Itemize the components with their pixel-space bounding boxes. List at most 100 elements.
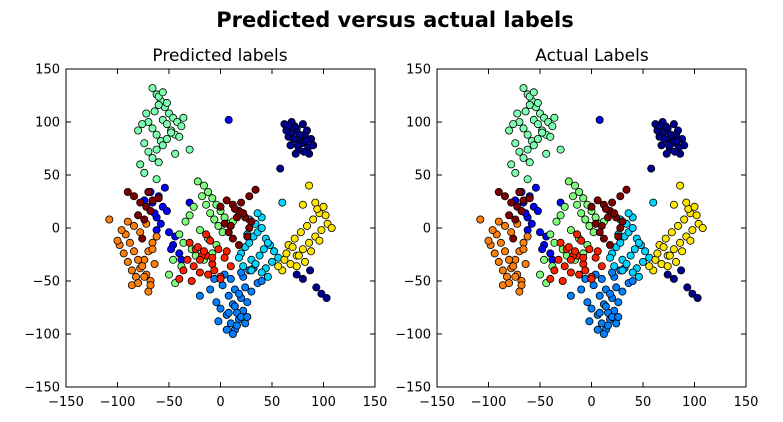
scatter-point (599, 329, 608, 338)
scatter-point (144, 287, 153, 296)
actual-labels-panel: Actual Labels −150 −100 −50 0 50 100 150−150−1… (395, 46, 758, 410)
scatter-point (622, 259, 631, 268)
scatter-point (144, 147, 153, 156)
scatter-point (690, 202, 699, 211)
scatter-point (670, 147, 679, 156)
scatter-point (513, 109, 522, 118)
scatter-point (154, 158, 163, 167)
scatter-point (301, 137, 310, 146)
scatter-point (548, 122, 557, 131)
scatter-point (550, 266, 559, 275)
scatter-point (193, 177, 202, 186)
scatter-point (152, 130, 161, 139)
y-tick-label: −150 (395, 381, 431, 396)
scatter-point (552, 217, 561, 226)
predicted-points (105, 84, 336, 338)
scatter-point (628, 223, 637, 232)
y-tick-label: 50 (43, 169, 60, 184)
scatter-point (123, 217, 132, 226)
scatter-point (606, 253, 615, 262)
scatter-point (560, 262, 569, 271)
scatter-point (140, 215, 149, 224)
scatter-point (666, 130, 675, 139)
scatter-point (585, 317, 594, 326)
scatter-point (292, 270, 301, 279)
scatter-point (228, 329, 237, 338)
scatter-point (199, 247, 208, 256)
scatter-point (505, 279, 514, 288)
scatter-point (175, 274, 184, 283)
scatter-point (682, 198, 691, 207)
scatter-point (199, 181, 208, 190)
x-tick-label: −100 (100, 395, 136, 410)
scatter-point (669, 200, 678, 209)
scatter-point (515, 187, 524, 196)
scatter-point (270, 247, 279, 256)
scatter-point (624, 209, 633, 218)
scatter-point (659, 243, 668, 252)
scatter-point (241, 283, 250, 292)
scatter-point (257, 223, 266, 232)
y-tick-label: 0 (52, 222, 60, 237)
scatter-point (204, 187, 213, 196)
scatter-point (581, 215, 590, 224)
scatter-point (569, 192, 578, 201)
scatter-point (226, 274, 235, 283)
scatter-point (288, 243, 297, 252)
scatter-point (195, 291, 204, 300)
scatter-point (158, 88, 167, 97)
scatter-point (597, 262, 606, 271)
scatter-point (614, 312, 623, 321)
scatter-point (505, 126, 514, 135)
scatter-point (496, 238, 505, 247)
scatter-point (245, 192, 254, 201)
scatter-point (239, 262, 248, 271)
scatter-point (175, 230, 184, 239)
scatter-point (626, 251, 635, 260)
scatter-point (216, 274, 225, 283)
scatter-point (306, 266, 315, 275)
scatter-point (150, 259, 159, 268)
scatter-point (136, 160, 145, 169)
scatter-point (577, 285, 586, 294)
scatter-point (519, 124, 528, 133)
scatter-point (519, 245, 528, 254)
scatter-point (289, 134, 298, 143)
scatter-point (183, 255, 192, 264)
scatter-point (257, 268, 266, 277)
scatter-point (234, 253, 243, 262)
scatter-point (529, 141, 538, 150)
scatter-point (232, 213, 241, 222)
scatter-point (688, 289, 697, 298)
scatter-point (663, 270, 672, 279)
scatter-point (622, 185, 631, 194)
scatter-point (519, 153, 528, 162)
scatter-point (484, 236, 493, 245)
scatter-point (127, 266, 136, 275)
scatter-point (177, 122, 186, 131)
scatter-point (494, 217, 503, 226)
scatter-point (210, 215, 219, 224)
scatter-point (291, 149, 300, 158)
scatter-point (255, 251, 264, 260)
scatter-point (556, 145, 565, 154)
x-tick-label: 0 (216, 395, 224, 410)
scatter-point (175, 132, 184, 141)
scatter-point (667, 228, 676, 237)
scatter-point (312, 283, 321, 292)
scatter-point (511, 215, 520, 224)
scatter-point (234, 289, 243, 298)
actual-points (476, 84, 707, 338)
scatter-point (239, 209, 248, 218)
scatter-point (284, 122, 293, 131)
scatter-point (511, 272, 520, 281)
scatter-point (302, 126, 311, 135)
scatter-point (197, 192, 206, 201)
scatter-point (521, 107, 530, 116)
scatter-point (614, 298, 623, 307)
scatter-point (608, 198, 617, 207)
scatter-point (595, 308, 604, 317)
scatter-point (587, 304, 596, 313)
scatter-point (645, 262, 654, 271)
scatter-point (292, 262, 301, 271)
